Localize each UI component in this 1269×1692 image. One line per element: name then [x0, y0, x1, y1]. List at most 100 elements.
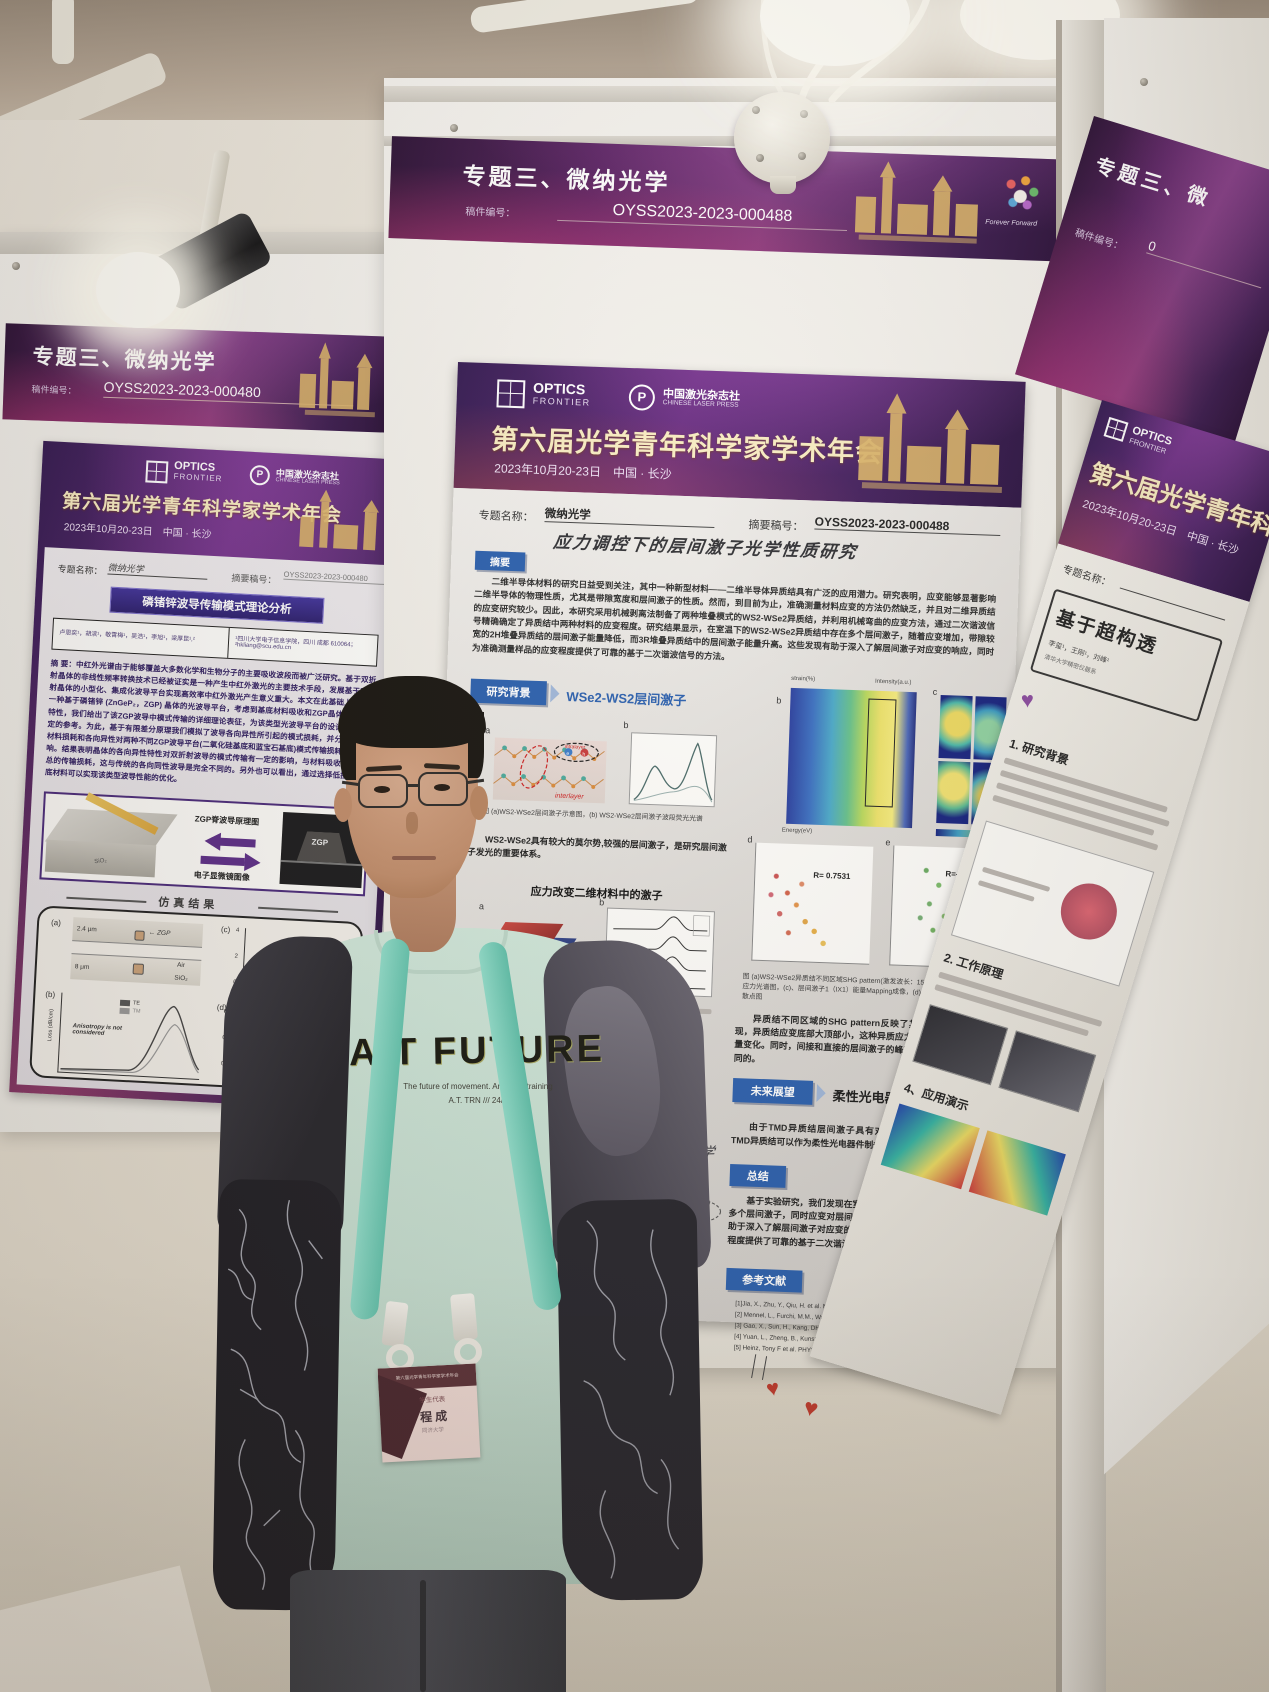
center-banner-code-label: 稿件编号： [465, 206, 516, 220]
plot-b: Loss (dB/cm) TE TM Anisotropy is not con… [47, 992, 204, 1080]
right-title-box: 基于超构透 李玺¹，王刚¹，刘峰¹ 清华大学精密仪器系 [1029, 588, 1224, 723]
center-topic-banner: 专题三、微纳光学 稿件编号： OYSS2023-2023-000488 Fore… [388, 136, 1076, 262]
abstractno-value: OYSS2023-2023-000488 [814, 514, 1001, 537]
right-text-bar-2 [999, 769, 1170, 827]
plot-b-label: (b) [45, 989, 56, 1000]
handwriting-bottom: 江清 同济大学 [579, 1143, 722, 1163]
shg-flower-pattern-2 [659, 1167, 722, 1255]
left-optics-logo-2: FRONTIER [173, 471, 223, 484]
stacked-pl-curves [611, 915, 711, 990]
plot-a-strip1: 2.4 μm ← ZGP [72, 917, 204, 948]
left-poster-seal-icon [145, 460, 169, 484]
right-diagram-blob [1053, 876, 1124, 947]
fig-b-heatmap [786, 687, 917, 829]
sim-title-line-l [66, 896, 147, 903]
heatmap-roi-box [864, 698, 897, 808]
right-board-screw [1140, 78, 1148, 86]
section-references-badge: 参考文献 [725, 1267, 803, 1293]
right-banner-code: 0 [1146, 237, 1266, 289]
left-title-banner: 磷锗锌波导传输模式理论分析 [109, 586, 325, 624]
fig-d-label: d [747, 834, 753, 845]
section-future-badge: 未来展望 [732, 1078, 814, 1105]
ws2-axis-label: WS2(nm) [558, 1270, 586, 1279]
section-summary-badge: 总结 [729, 1163, 787, 1188]
abstract-text: 二维半导体材料的研究日益受到关注，其中一种新型材料——二维半导体异质结具有广泛的… [471, 576, 997, 662]
fig-label-sem: 电子显微镜图像 [193, 870, 250, 883]
zgp-core2 [132, 963, 145, 975]
fig-b-label: b [623, 719, 629, 731]
sem-zgp-label: ZGP [311, 837, 329, 848]
plot-c-curve [244, 939, 350, 987]
fig-b-heatmap-int-label: Intensity(a.u.) [874, 678, 912, 687]
svg-text:h: h [582, 752, 585, 758]
forever-forward-logo [995, 169, 1046, 219]
fig-b2-curves [604, 907, 715, 998]
right-heatmap-thumb-2 [968, 1130, 1066, 1216]
fig-b2-label: b [599, 897, 605, 908]
right-seal-icon [1103, 416, 1129, 442]
left-poster: OPTICS FRONTIER P 中国激光杂志社 CHINESE LASER … [9, 440, 407, 1112]
fig-b-spectrum [628, 732, 718, 808]
left-press-logo-icon: P [249, 464, 271, 486]
air-label: Air [176, 961, 186, 970]
section-abstract-badge: 摘要 [474, 550, 526, 572]
plot-d-tick06: 0.06 [223, 1009, 236, 1016]
pl-spectrum-curve [633, 742, 713, 803]
center-poster: OPTICS FRONTIER P 中国激光杂志社 CHINESE LASER … [424, 362, 1026, 1423]
sem-image: ZGP [279, 811, 366, 889]
left-figure-panel: SiO₂ ZGP脊波导原理图 电子显微镜图像 ZGP [39, 791, 370, 897]
zgp-core1 [134, 930, 145, 941]
fig-arrow-right [244, 853, 270, 873]
section-strain-control-text: 调控层间激子 [494, 1139, 558, 1154]
center-board-rail-1 [384, 86, 1094, 102]
plot-d-tick04: 0.04 [222, 1035, 235, 1042]
mount-screw-2 [800, 110, 808, 118]
left-title-text: 磷锗锌波导传输模式理论分析 [141, 596, 292, 617]
plot-a-strip2: 8 μm Air SiO₂ [70, 953, 202, 986]
handwriting-mark [656, 1252, 675, 1281]
handwritten-title: 应力调控下的层间激子光学性质研究 [552, 532, 859, 563]
plot-c-tick2: 2 [234, 953, 239, 960]
left-conference-date: 2023年10月20-23日 中国 · 长沙 [63, 522, 212, 541]
abstractno-label: 摘要稿号： [748, 519, 804, 534]
center-lamp-mount [734, 92, 830, 184]
plot-a-label: (a) [50, 917, 62, 928]
fig-a-lattice: e h interlayer intralayer [492, 737, 607, 804]
right-photo-thumb-2 [998, 1030, 1097, 1113]
mapping-panel-1 [938, 695, 973, 759]
heatmap-energy-label: Energy(eV) [781, 827, 813, 835]
left-abstractno-label: 摘要稿号： [231, 572, 277, 586]
hidden-caption-bar-1 [461, 1000, 712, 1015]
left-authors: 卢恩奕¹，胡滨¹，敬霄梅¹，吴浩¹，李旭¹，梁厚昆¹,² [59, 630, 195, 644]
section-background-badge: 研究背景 [470, 678, 547, 706]
mount-screw-4 [798, 152, 806, 160]
hidden-caption-bar-2 [461, 1012, 698, 1026]
shg-flower-pattern-1 [558, 1185, 624, 1265]
svg-text:intralayer: intralayer [565, 744, 586, 751]
mount-screw-1 [752, 106, 760, 114]
dim1-label: 2.4 μm [76, 925, 97, 934]
section-background-chevron-icon [550, 684, 560, 703]
fig-label-schematic: ZGP脊波导原理图 [194, 814, 260, 827]
center-poster-header: OPTICS FRONTIER P 中国激光杂志社 CHINESE LASER … [453, 362, 1026, 508]
right-banner-topic: 专题三、微 [1092, 155, 1214, 212]
plot-c-tick0: 0 [233, 979, 237, 986]
left-topic-value: 微纳光学 [107, 560, 209, 580]
plot-d: 0.06 0.04 0.02 [221, 1008, 349, 1080]
section-future-chevron-icon [816, 1083, 827, 1103]
section-background-sub: WSe2-WS2层间激子 [566, 688, 687, 709]
fig-e-label: e [885, 837, 891, 848]
plot-c-tick4: 4 [235, 927, 240, 934]
center-banner-code: OYSS2023-2023-000488 [557, 199, 848, 232]
center-optics-logo-2: FRONTIER [532, 395, 591, 408]
center-seal-icon [496, 379, 526, 409]
left-topic-banner: 专题三、微纳光学 稿件编号： OYSS2023-2023-000480 [2, 323, 394, 433]
fig-arrow-right-bar [200, 855, 245, 867]
paragraph-1: WS2-WSe2具有较大的莫尔势,较强的层间激子，是研究层间激子发光的重要体系。 [466, 834, 727, 860]
fig-b-heatmap-strain-label: strain(%) [791, 675, 816, 683]
center-board-screw [450, 124, 458, 132]
plot-d-tick02: 0.02 [220, 1061, 233, 1068]
right-heatmap-thumb-1 [880, 1103, 980, 1190]
center-poster-cityscape-icon [858, 393, 1002, 494]
svg-text:interlayer: interlayer [555, 793, 585, 801]
